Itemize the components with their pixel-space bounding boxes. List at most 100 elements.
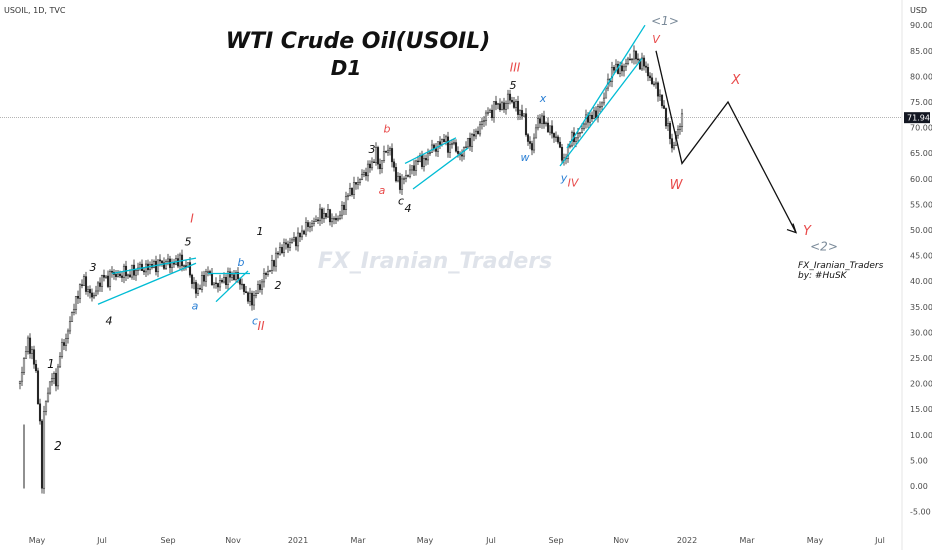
candle-body xyxy=(396,175,400,182)
candle-body xyxy=(44,400,48,412)
candle-body xyxy=(298,232,302,238)
candle-body xyxy=(326,209,330,218)
candle-body xyxy=(204,271,208,282)
candle-body xyxy=(288,242,292,248)
wave-label: I xyxy=(190,211,194,225)
candle-body xyxy=(24,351,28,359)
candle-body xyxy=(594,110,598,119)
wave-channels xyxy=(97,24,646,305)
candle-body xyxy=(118,273,122,277)
y-axis: -5.00 0.00 5.00 10.00 15.00 20.00 25.00 30.00 35… xyxy=(910,21,932,516)
candle-body xyxy=(660,94,664,106)
last-price-badge[interactable]: 71.94 xyxy=(904,112,930,124)
candle-body xyxy=(224,277,228,286)
candle-body xyxy=(386,149,390,153)
candle-body xyxy=(336,218,340,221)
candle-body xyxy=(96,282,100,292)
candle-body xyxy=(468,137,472,147)
candle-body xyxy=(668,123,672,139)
candle-body xyxy=(392,161,396,168)
candle-body xyxy=(356,182,360,185)
candle-body xyxy=(226,271,230,286)
candle-body xyxy=(428,152,432,154)
candle-body xyxy=(522,113,526,117)
projection-arrowhead xyxy=(786,223,798,234)
candle-body xyxy=(352,182,356,195)
candle-body xyxy=(538,118,542,124)
candle-body xyxy=(410,165,414,171)
candle-body xyxy=(244,291,248,294)
candle-body xyxy=(314,219,318,222)
candle-body xyxy=(216,283,220,288)
candle-body xyxy=(666,123,670,127)
candle-body xyxy=(420,155,424,167)
candle-body xyxy=(384,151,388,153)
y-tick-label: 50.00 xyxy=(910,226,932,235)
candle-body xyxy=(60,342,64,357)
candle-body xyxy=(234,272,238,280)
candle-body xyxy=(164,260,168,269)
chart-subtitle: D1 xyxy=(331,56,362,80)
candle-body xyxy=(196,287,200,294)
candle-body xyxy=(402,178,406,180)
candle-body xyxy=(498,103,502,110)
candle-body xyxy=(242,283,246,292)
y-tick-label: 20.00 xyxy=(910,380,932,389)
y-tick-label: 35.00 xyxy=(910,303,932,312)
candle-body xyxy=(484,112,488,121)
candle-body xyxy=(278,247,282,255)
wave-label: w xyxy=(521,151,530,164)
candle-body xyxy=(670,138,674,149)
candle-body xyxy=(324,213,328,218)
candle-body xyxy=(560,147,564,161)
y-tick-label: 65.00 xyxy=(910,149,932,158)
wave-label: c xyxy=(398,194,404,207)
candle-body xyxy=(536,118,540,129)
candle-body xyxy=(300,230,304,238)
channel-line xyxy=(412,147,469,190)
wave-label: 1 xyxy=(257,225,264,238)
candle-body xyxy=(198,287,202,290)
candle-body xyxy=(574,137,578,142)
candle-body xyxy=(362,172,366,175)
candle-body xyxy=(624,63,628,68)
candle-body xyxy=(80,284,84,286)
x-tick-label: Sep xyxy=(548,536,563,545)
candle-body xyxy=(126,274,130,277)
projection-line xyxy=(655,50,797,233)
candle-body xyxy=(626,58,630,64)
candle-body xyxy=(464,146,468,148)
candle-body xyxy=(590,114,594,120)
wave-label: X xyxy=(731,73,742,88)
candle-body xyxy=(46,392,50,402)
candle-body xyxy=(308,226,312,228)
wave-label: b xyxy=(384,123,391,136)
candle-body xyxy=(354,182,358,185)
candle-body xyxy=(426,152,430,161)
candle-body xyxy=(266,270,270,275)
candle-body xyxy=(496,103,500,105)
candle-body xyxy=(68,321,72,332)
candle-body xyxy=(340,204,344,216)
y-tick-label: 85.00 xyxy=(910,47,932,56)
candle-body xyxy=(680,113,684,127)
candle-body xyxy=(252,295,256,306)
candle-body xyxy=(38,403,42,422)
wave-label: <1> xyxy=(651,14,679,28)
candle-body xyxy=(94,290,98,296)
candle-body xyxy=(454,142,458,152)
candle-body xyxy=(192,282,196,284)
candle-body xyxy=(532,137,536,151)
candle-body xyxy=(514,101,518,108)
candle-body xyxy=(262,273,266,283)
candle-body xyxy=(290,239,294,243)
wave-label: a xyxy=(192,299,199,312)
candle-body xyxy=(358,179,362,183)
candle-body xyxy=(558,141,562,148)
candle-body xyxy=(460,154,464,157)
candle-body xyxy=(264,273,268,275)
candle-body xyxy=(416,160,420,163)
candle-body xyxy=(474,130,478,137)
candle-body xyxy=(360,174,364,180)
